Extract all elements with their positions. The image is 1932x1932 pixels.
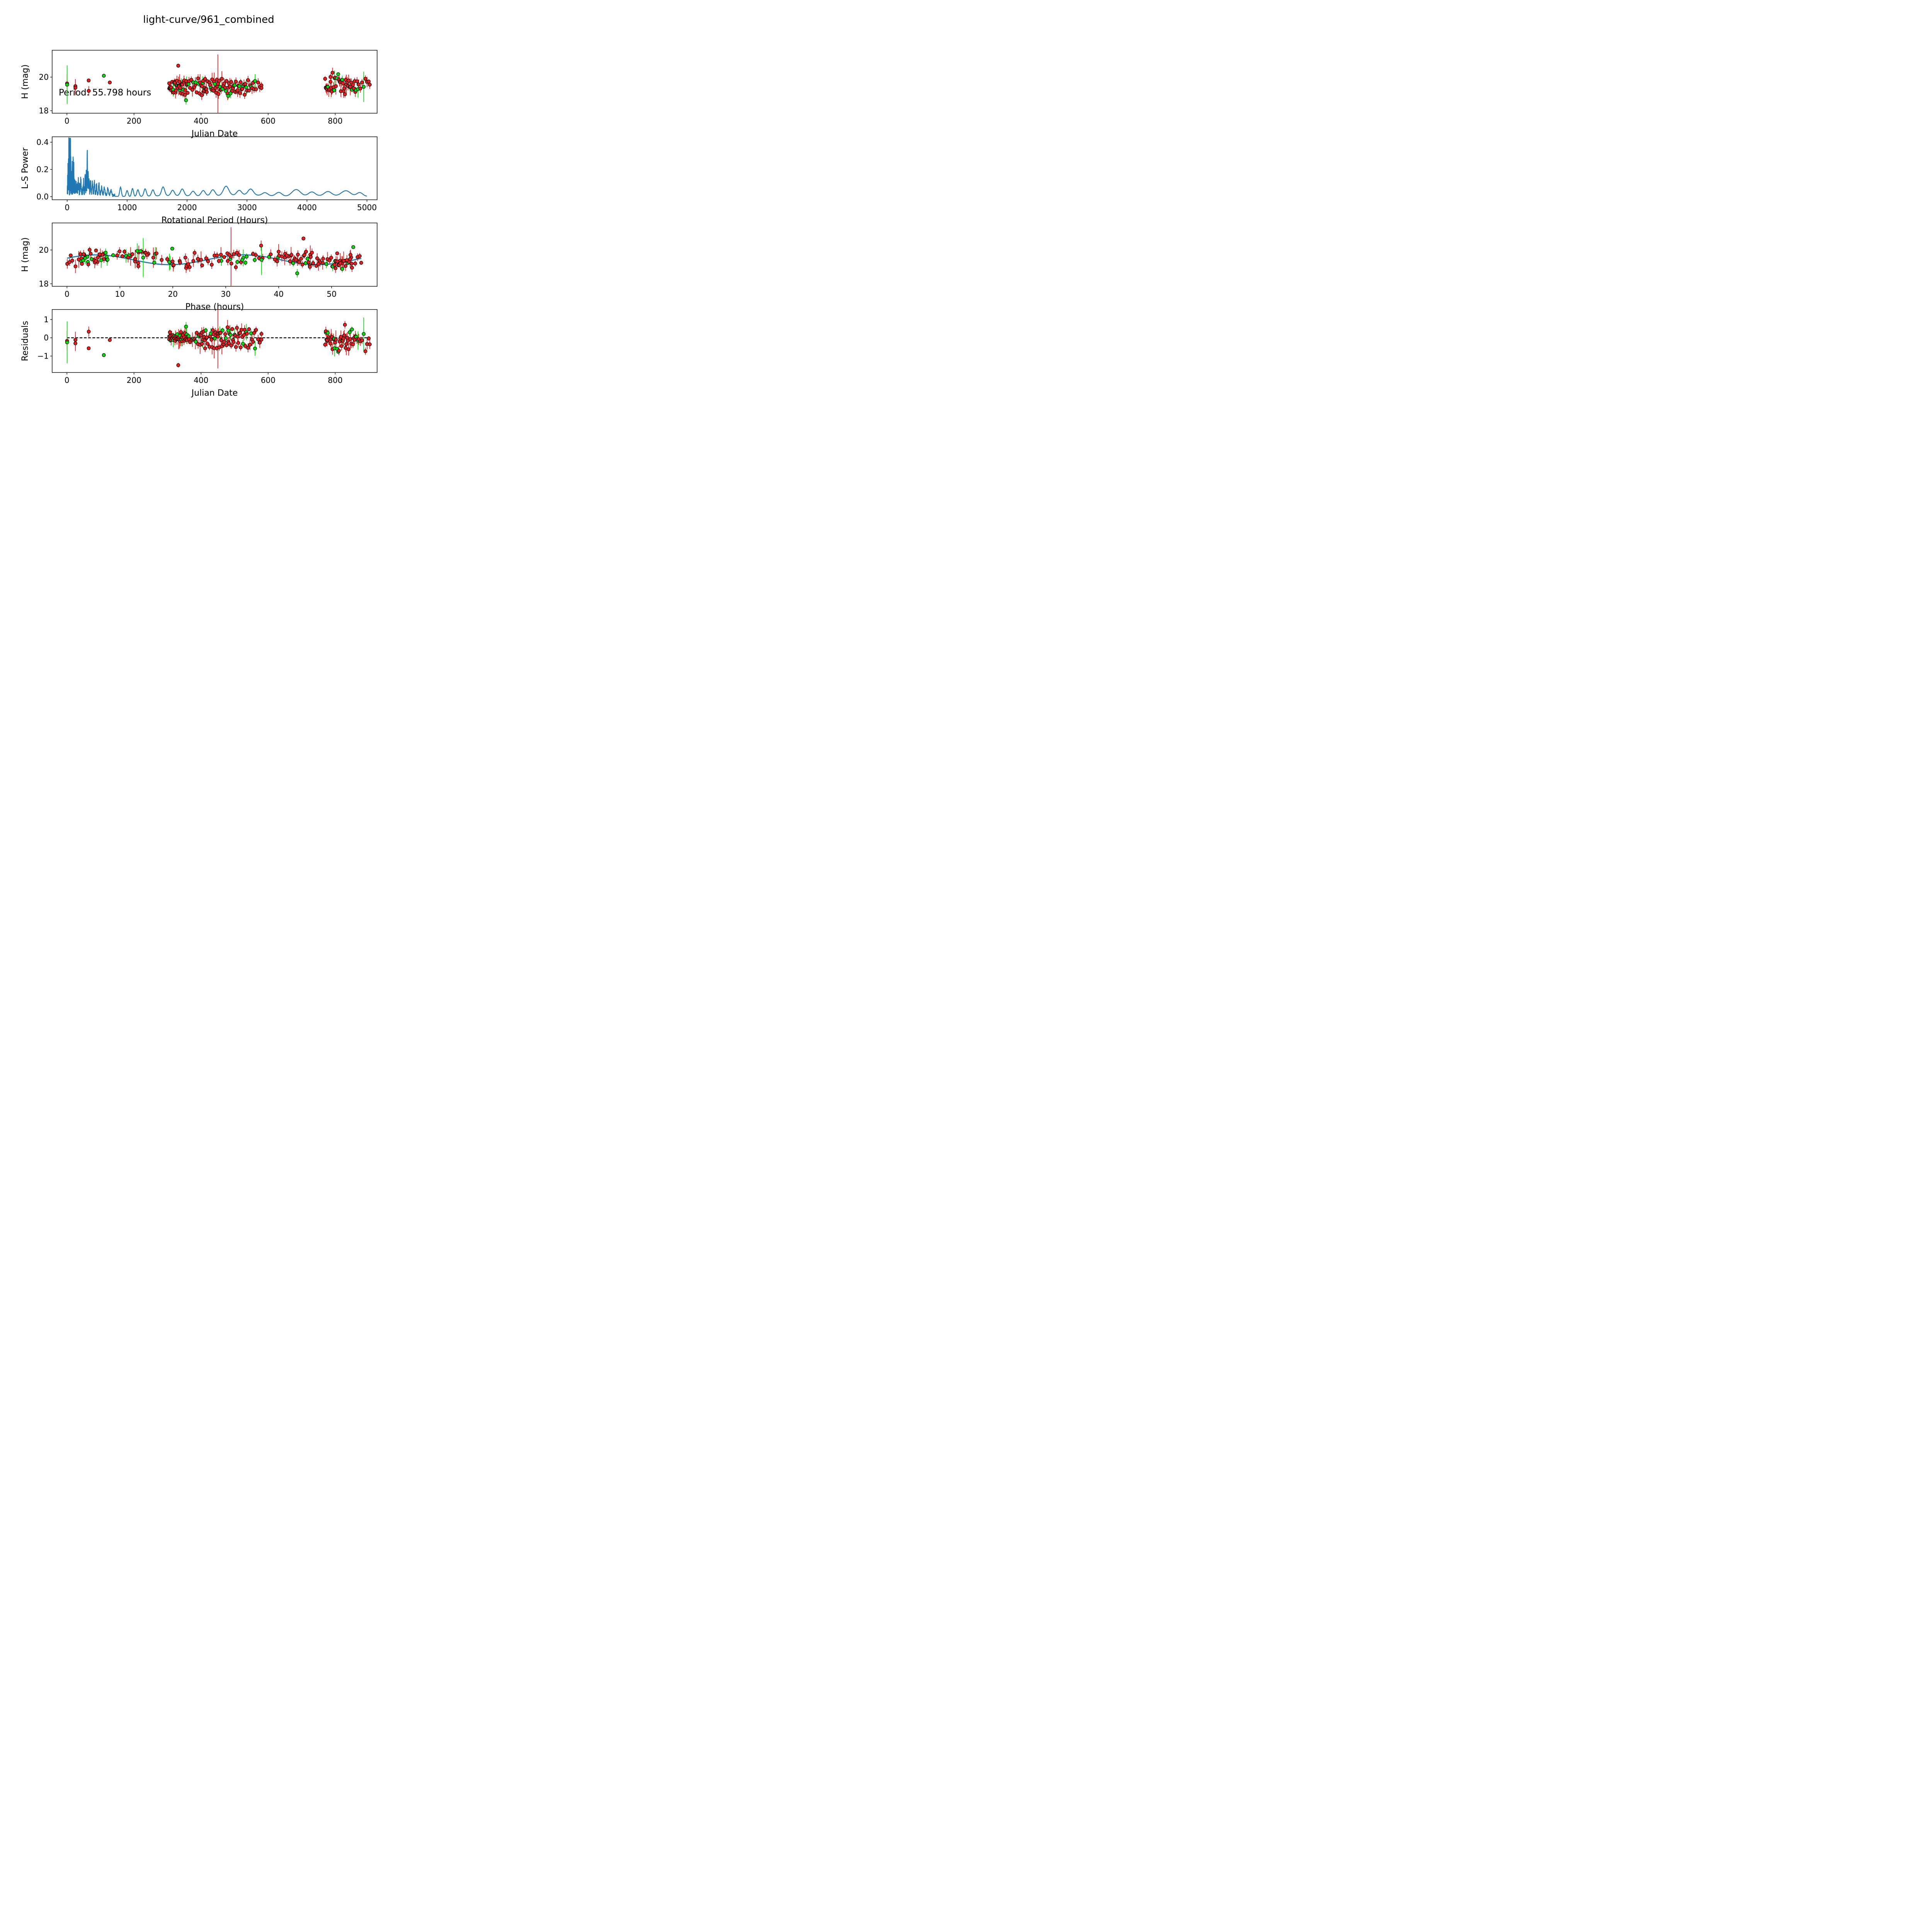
period-annotation: Period: 55.798 hours (59, 88, 151, 98)
panel-periodogram-frame (52, 136, 378, 200)
ylabel-jd_vs_mag: H (mag) (20, 65, 30, 99)
xtick-label: 3000 (237, 203, 257, 212)
xtick-label: 2000 (177, 203, 197, 212)
ytick-label: 18 (39, 279, 49, 288)
ytick-label: 0.4 (36, 138, 49, 147)
ytick-label: −1 (37, 351, 49, 361)
panel-residuals-points (65, 310, 372, 369)
xtick-label: 800 (328, 116, 342, 126)
figure-page: light-curve/961_combined Period: 55.798 … (0, 0, 417, 417)
ytick-label: 0.0 (36, 192, 49, 201)
xtick-label: 50 (327, 289, 336, 299)
panel-jd_vs_mag-points (65, 54, 372, 113)
xlabel-jd_vs_mag: Julian Date (191, 129, 238, 139)
figure-title: light-curve/961_combined (143, 14, 274, 26)
xtick-label: 20 (168, 289, 178, 299)
xtick-label: 5000 (357, 203, 377, 212)
ylabel-phase_vs_mag: H (mag) (20, 237, 30, 272)
panel-phase_vs_mag-points (65, 227, 363, 286)
panel-residuals: 0 200 400 600 800 1 0 −1 Julian Date Residuals (20, 309, 378, 398)
xtick-label: 400 (194, 376, 208, 385)
ytick-label: 20 (39, 73, 49, 82)
panel-phase_vs_mag-frame (52, 223, 378, 287)
panel-residuals-frame (52, 309, 378, 373)
panel-jd_vs_mag-ticks: 0 200 400 600 800 18 20 (39, 73, 343, 126)
xtick-label: 40 (274, 289, 284, 299)
xtick-label: 4000 (297, 203, 317, 212)
panel-jd_vs_mag-frame (52, 50, 378, 114)
panel-jd_vs_mag: 0 200 400 600 800 18 20 Julian Date H (mag) (20, 50, 378, 139)
ytick-label: 18 (39, 106, 49, 115)
xlabel-residuals: Julian Date (191, 388, 238, 398)
xtick-label: 10 (115, 289, 125, 299)
ylabel-periodogram: L-S Power (20, 147, 30, 189)
xlabel-periodogram: Rotational Period (Hours) (162, 216, 268, 225)
ytick-label: 0 (44, 333, 49, 342)
panel-phase_vs_mag: 0 10 20 30 40 50 18 20 Phase (hours) H (mag) (20, 223, 378, 312)
xtick-label: 400 (194, 116, 208, 126)
xlabel-phase_vs_mag: Phase (hours) (185, 302, 244, 312)
xtick-label: 600 (261, 116, 276, 126)
ytick-label: 20 (39, 245, 49, 255)
xtick-label: 0 (65, 376, 70, 385)
panel-periodogram: 0 1000 2000 3000 4000 5000 0.0 0.2 0.4 Rotational… (20, 136, 378, 225)
panel-periodogram-ticks: 0 1000 2000 3000 4000 5000 0.0 0.2 0.4 (36, 138, 377, 212)
ytick-label: 1 (44, 315, 49, 324)
ylabel-residuals: Residuals (20, 321, 30, 361)
xtick-label: 0 (65, 203, 70, 212)
panel-residuals-ticks: 0 200 400 600 800 1 0 −1 (37, 315, 343, 385)
ls-power-curve (66, 137, 367, 197)
xtick-label: 200 (127, 116, 141, 126)
xtick-label: 0 (65, 289, 70, 299)
ytick-label: 0.2 (36, 165, 49, 174)
panel-phase_vs_mag-ticks: 0 10 20 30 40 50 18 20 (39, 245, 337, 299)
xtick-label: 600 (261, 376, 276, 385)
xtick-label: 30 (221, 289, 231, 299)
xtick-label: 1000 (117, 203, 137, 212)
xtick-label: 0 (65, 116, 70, 126)
xtick-label: 200 (127, 376, 141, 385)
xtick-label: 800 (328, 376, 342, 385)
